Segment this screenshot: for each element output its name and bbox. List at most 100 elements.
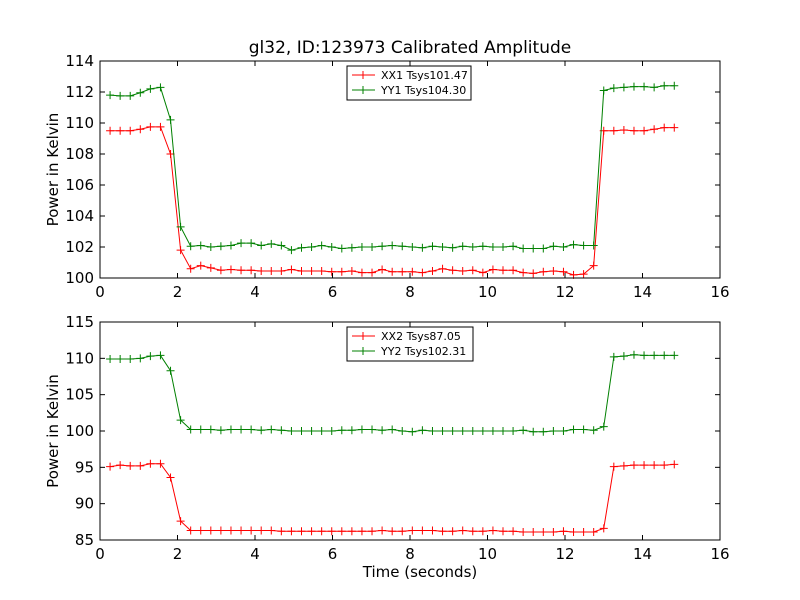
y-tick-label: 102 xyxy=(65,238,94,256)
data-point xyxy=(549,528,558,537)
x-tick-label: 16 xyxy=(710,545,729,563)
x-axis-label: Time (seconds) xyxy=(362,563,478,581)
data-point xyxy=(619,352,628,361)
x-tick-label: 14 xyxy=(633,283,652,301)
data-point xyxy=(529,269,538,278)
data-point xyxy=(408,243,417,251)
data-point xyxy=(146,84,155,93)
data-point xyxy=(257,241,266,250)
data-point xyxy=(549,267,558,276)
data-point xyxy=(106,91,115,100)
data-point xyxy=(176,222,185,231)
data-point xyxy=(247,239,256,248)
data-point xyxy=(559,427,568,435)
data-point xyxy=(579,241,588,250)
data-point xyxy=(297,427,306,435)
data-point xyxy=(519,244,528,253)
data-point xyxy=(357,268,366,277)
data-point xyxy=(529,528,538,537)
data-point xyxy=(438,427,447,435)
data-point xyxy=(448,527,457,536)
data-point xyxy=(388,527,397,536)
data-point xyxy=(226,526,235,535)
data-point xyxy=(287,527,296,536)
data-point xyxy=(408,267,417,276)
data-point xyxy=(166,150,175,158)
data-point xyxy=(408,427,417,436)
data-point xyxy=(297,267,306,276)
data-point xyxy=(126,355,135,364)
data-point xyxy=(589,261,598,270)
y-tick-label: 104 xyxy=(65,207,94,225)
data-point xyxy=(468,243,477,251)
data-point xyxy=(146,459,155,468)
data-point xyxy=(247,425,256,434)
data-point xyxy=(368,527,377,536)
data-point xyxy=(438,527,447,536)
data-point xyxy=(116,461,125,470)
x-tick-label: 0 xyxy=(95,283,105,301)
data-point xyxy=(247,266,256,275)
data-point xyxy=(509,242,518,251)
top-chart-panel: 0 2 4 6 8 10 12 14 16 100 102 104 106 108 110 112 114 Pow… xyxy=(44,52,730,301)
data-point xyxy=(549,427,558,435)
x-tick-label: 10 xyxy=(478,283,497,301)
data-point xyxy=(237,526,246,535)
data-point xyxy=(539,427,548,436)
data-point xyxy=(458,267,467,276)
data-point xyxy=(277,426,286,435)
data-point xyxy=(428,267,437,276)
y-axis-label: Power in Kelvin xyxy=(44,113,62,227)
data-point xyxy=(488,243,497,251)
data-point xyxy=(670,460,679,469)
y-tick-label: 85 xyxy=(75,531,94,549)
data-point xyxy=(488,526,497,535)
legend-marker-1 xyxy=(359,71,367,79)
y-tick-label: 100 xyxy=(65,422,94,440)
data-point xyxy=(267,425,276,434)
data-point xyxy=(317,527,326,536)
x-tick-label: 12 xyxy=(555,545,574,563)
data-point xyxy=(609,462,618,471)
data-point xyxy=(418,268,427,277)
data-point xyxy=(458,427,467,435)
data-point xyxy=(609,352,618,361)
legend-box xyxy=(346,65,472,101)
data-point xyxy=(478,242,487,251)
data-point xyxy=(499,243,507,251)
data-point xyxy=(357,243,366,251)
data-point xyxy=(146,352,155,361)
data-point xyxy=(257,267,266,276)
data-point xyxy=(579,528,588,537)
data-point xyxy=(106,355,115,364)
bottom-chart-panel: 0 2 4 6 8 10 12 14 16 85 90 95 100 105 110 115 Power in … xyxy=(44,313,730,581)
data-point xyxy=(640,82,649,91)
data-point xyxy=(468,266,477,275)
data-point xyxy=(569,425,578,434)
data-point xyxy=(196,425,205,434)
data-point xyxy=(257,526,266,535)
data-point xyxy=(629,82,638,91)
data-point xyxy=(509,427,518,435)
data-point xyxy=(196,526,205,535)
data-point xyxy=(448,243,457,252)
data-point xyxy=(337,426,346,435)
data-point xyxy=(116,91,125,100)
y-tick-label: 90 xyxy=(75,495,94,513)
data-point xyxy=(247,526,256,535)
data-point xyxy=(156,351,165,360)
legend: XX1 Tsys101.47 YY1 Tsys104.30 xyxy=(346,65,472,101)
data-point xyxy=(287,427,296,435)
data-point xyxy=(499,527,507,536)
data-point xyxy=(368,243,377,251)
data-point xyxy=(559,267,568,276)
data-point xyxy=(116,355,125,364)
data-point xyxy=(589,528,598,537)
data-point xyxy=(176,416,185,425)
data-point xyxy=(458,526,467,535)
data-point xyxy=(378,265,387,274)
data-point xyxy=(478,527,487,536)
data-point xyxy=(398,267,407,276)
data-point xyxy=(186,526,195,535)
data-point xyxy=(156,83,165,92)
